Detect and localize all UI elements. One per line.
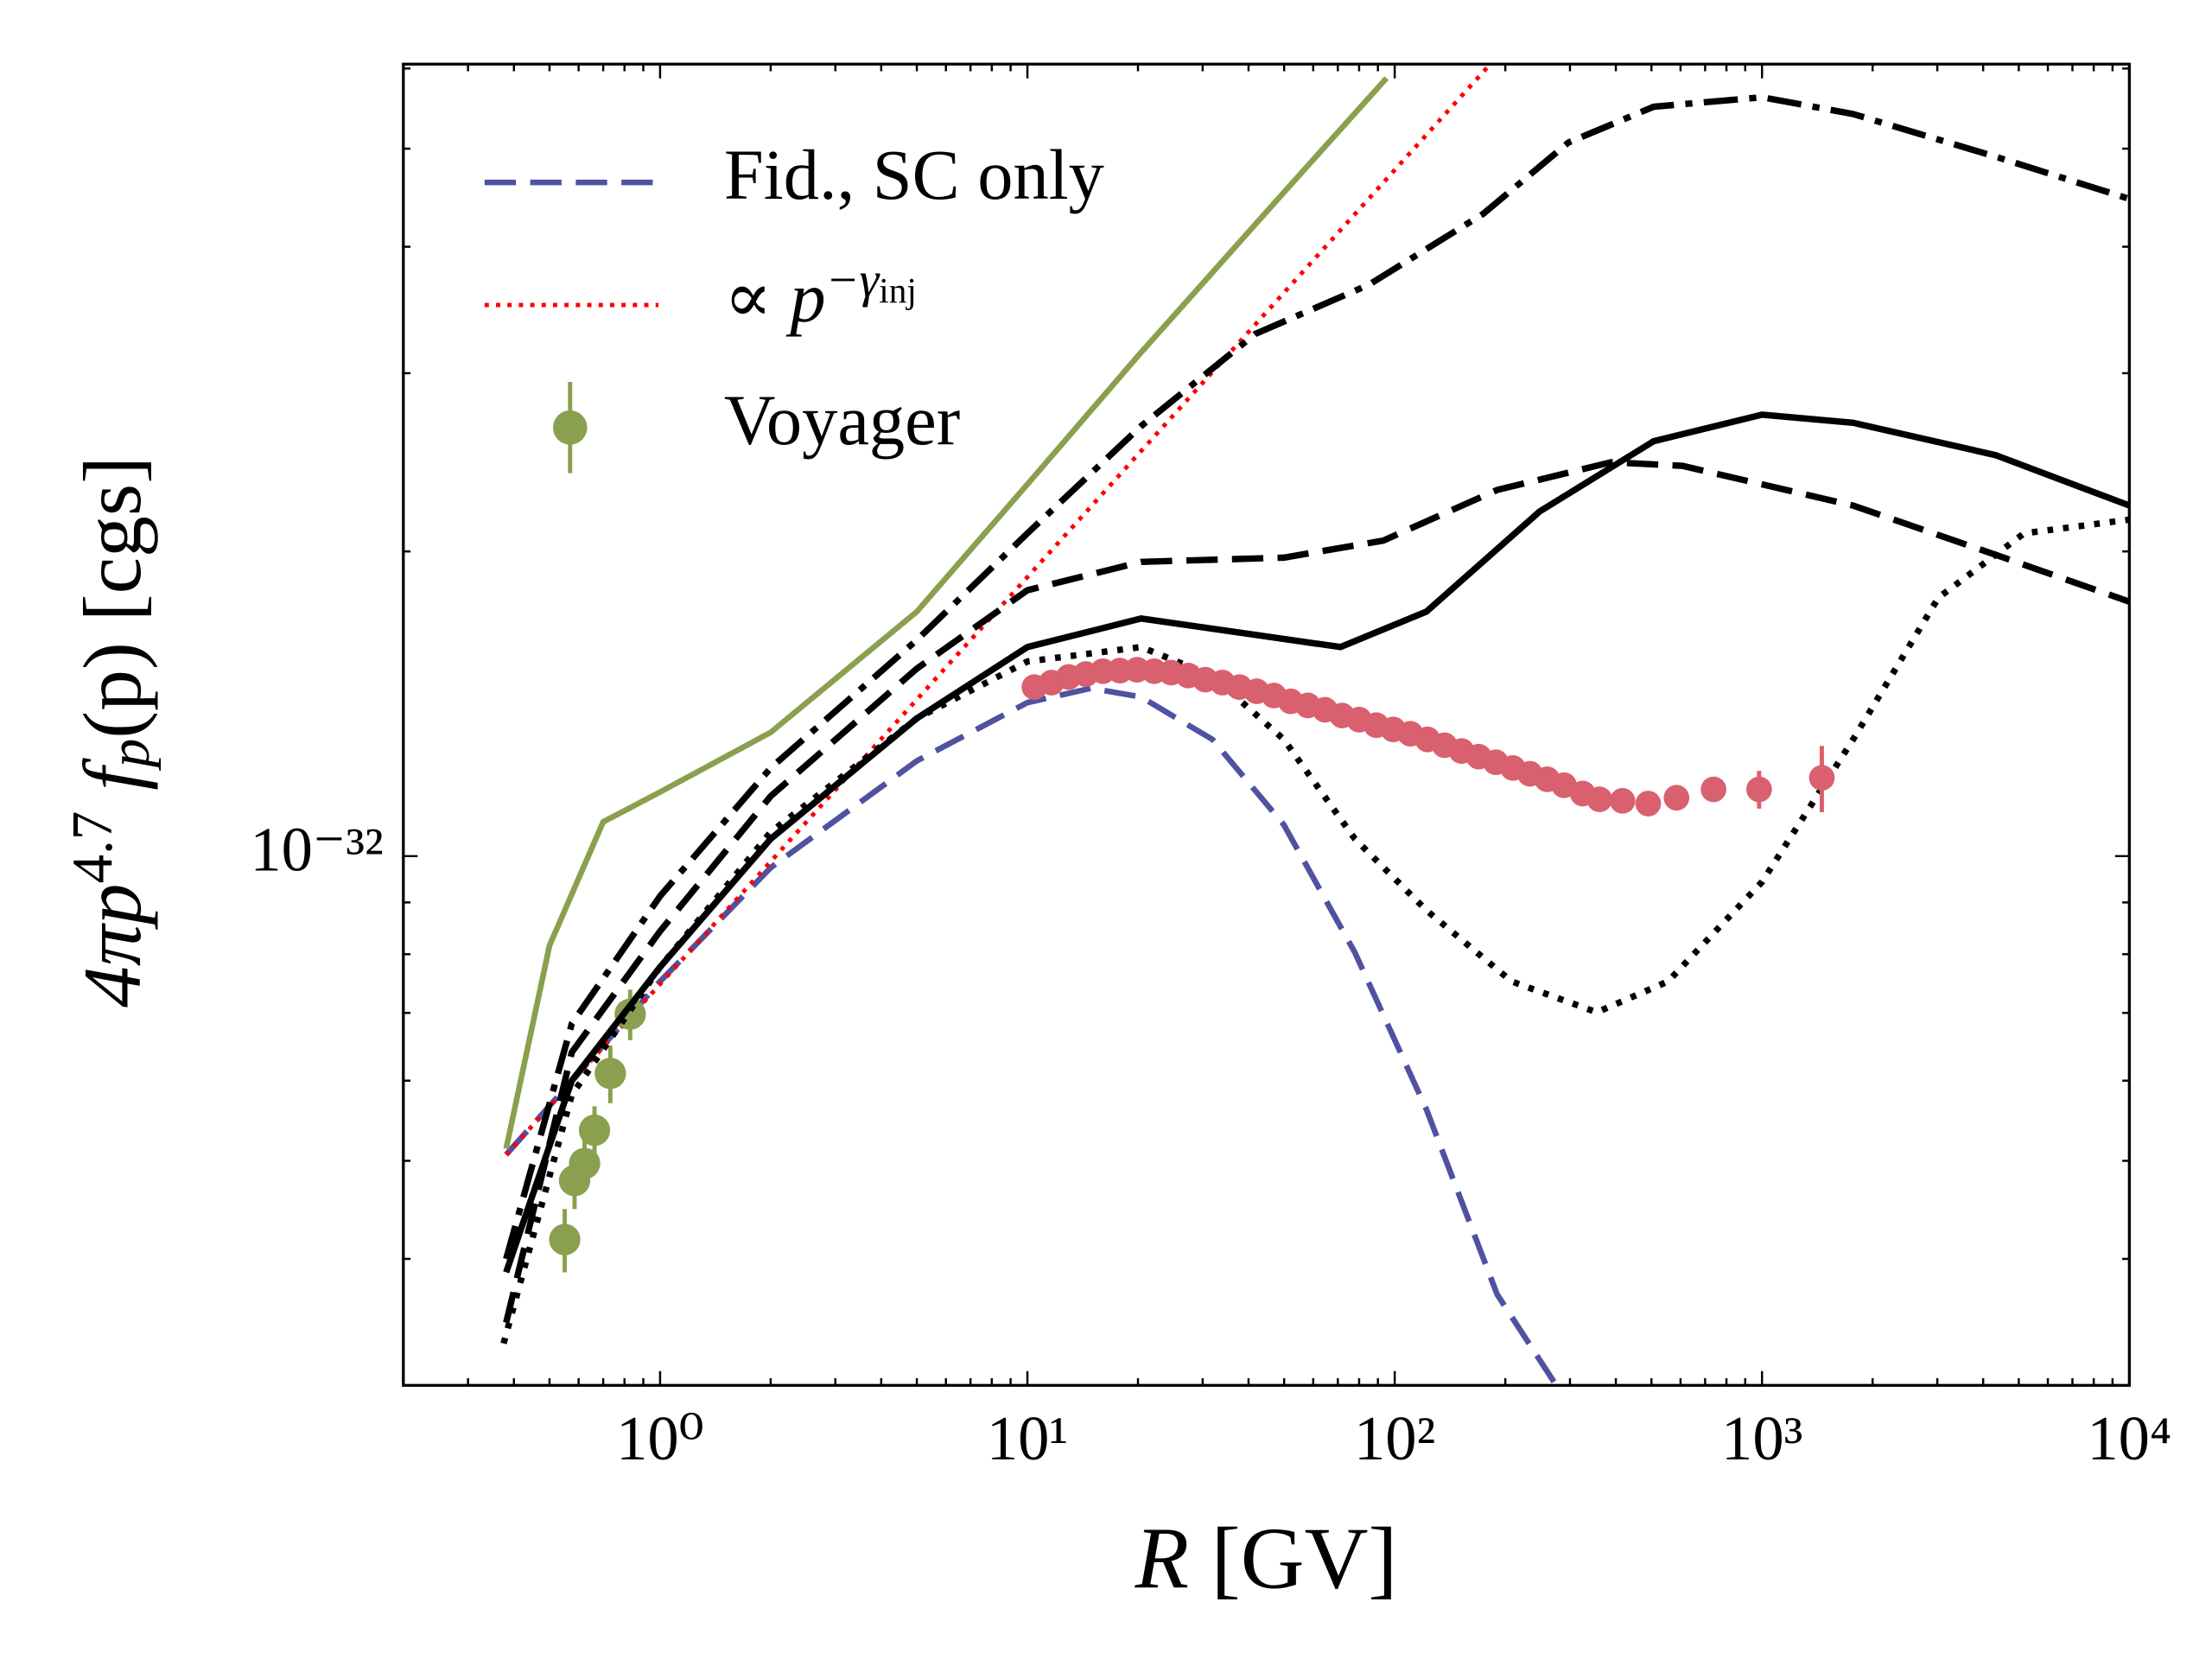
- data-point: [1609, 787, 1636, 814]
- y-tick-label: 10⁻³²: [250, 814, 383, 884]
- data-point: [549, 1224, 581, 1255]
- data-point: [1808, 765, 1835, 791]
- data-point: [1746, 776, 1772, 803]
- legend-label: ∝ p−γinj: [724, 253, 917, 337]
- legend-label: Voyager: [724, 381, 960, 460]
- data-point: [578, 1114, 611, 1147]
- axes-frame: [402, 62, 2131, 1387]
- legend-label: Fid., SC only: [724, 136, 1104, 214]
- x-tick-label: 10²: [1354, 1403, 1435, 1473]
- data-point: [1700, 776, 1726, 803]
- label-part: (p) [cgs]: [67, 456, 158, 739]
- x-tick-label: 10³: [1721, 1403, 1802, 1473]
- data-point: [1635, 791, 1662, 817]
- series-line: [503, 411, 2130, 1274]
- y-axis-label: 4πp4.7 fp(p) [cgs]: [60, 456, 162, 1007]
- label-part: ∝ p: [724, 258, 826, 337]
- data-point: [1663, 785, 1690, 811]
- x-axis-label: R [GV]: [1135, 1510, 1398, 1608]
- series-line: [503, 459, 2130, 1324]
- legend-swatch: [553, 410, 588, 445]
- label-part: R: [1135, 1510, 1189, 1608]
- label-part: −γ: [826, 253, 881, 308]
- x-tick-label: 10¹: [987, 1403, 1068, 1473]
- x-tick-label: 10⁰: [616, 1403, 704, 1473]
- series-line: [504, 64, 1492, 1157]
- label-part: inj: [879, 270, 917, 310]
- data-point: [1586, 786, 1612, 812]
- plot-area: [500, 64, 2130, 1384]
- series-line: [500, 516, 2130, 1344]
- data-point: [594, 1058, 626, 1090]
- series-line: [504, 685, 1557, 1384]
- label-part: p: [98, 739, 162, 771]
- label-part: 4.7: [60, 811, 124, 884]
- x-tick-label: 10⁴: [2087, 1403, 2171, 1473]
- label-part: [GV]: [1189, 1510, 1397, 1608]
- label-part: 4πp: [67, 883, 158, 1007]
- data-point: [569, 1147, 601, 1179]
- series-line: [503, 76, 1389, 1150]
